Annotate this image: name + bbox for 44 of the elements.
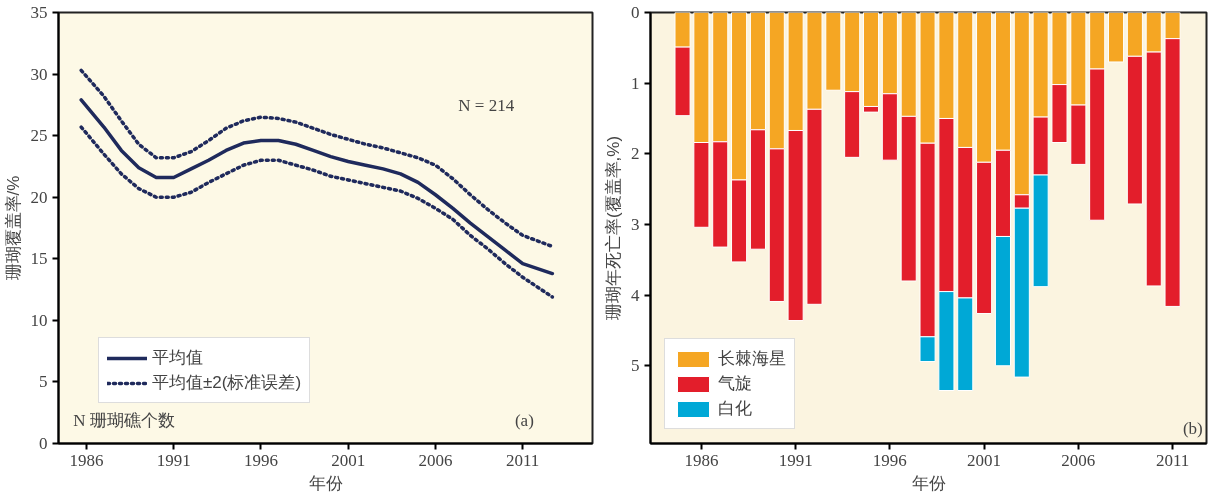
y-tick-label: 15: [30, 249, 48, 269]
y-tick-label: 0: [631, 3, 640, 22]
y-tick-label: 5: [39, 372, 48, 392]
y-tick-label: 20: [30, 187, 48, 207]
x-tick-label: 1991: [778, 450, 813, 470]
x-tick-label: 2001: [967, 450, 1002, 470]
y-tick-label: 35: [30, 3, 48, 22]
annotation: (a): [514, 411, 534, 431]
x-tick-label: 2001: [331, 450, 366, 470]
legend-label: 平均值±2(标准误差): [152, 372, 302, 394]
x-tick-label: 1996: [872, 450, 907, 470]
x-tick-label: 1996: [243, 450, 278, 470]
line-series: [79, 68, 555, 249]
line-series: [79, 125, 555, 299]
text: (b): [1182, 418, 1203, 438]
y-tick-label: 5: [631, 356, 640, 376]
bar: [825, 12, 842, 91]
y-tick-label: 2: [631, 144, 640, 164]
legend-label: 白化: [718, 398, 752, 420]
y-tick-label: 10: [30, 310, 48, 330]
x-axis-title: 年份: [308, 473, 343, 493]
y-tick-label: 3: [631, 214, 640, 234]
x-tick-label: 2006: [418, 450, 453, 470]
legend-label: 气旋: [718, 373, 752, 395]
bar: [1107, 12, 1125, 63]
y-tick-label: 4: [631, 285, 640, 305]
y-tick-label: 30: [30, 64, 48, 84]
x-tick-label: 2006: [1061, 450, 1096, 470]
y-tick-label: 25: [30, 126, 48, 146]
y-axis-title: 珊瑚年死亡率(覆盖率,%): [604, 135, 623, 321]
x-tick-label: 1986: [684, 450, 719, 470]
x-axis-title: 年份: [911, 473, 946, 493]
y-tick-label: 0: [39, 434, 48, 453]
annotation: N = 214: [458, 95, 515, 115]
x-tick-label: 2011: [506, 450, 540, 470]
y-axis-title: 珊瑚覆盖率/%: [3, 175, 23, 281]
legend-label: 长棘海星: [718, 348, 786, 370]
x-tick-label: 1986: [69, 450, 104, 470]
legend-label: 平均值: [152, 347, 203, 369]
x-tick-label: 2011: [1155, 450, 1190, 470]
y-tick-label: 1: [631, 73, 640, 93]
line-series: [79, 98, 555, 276]
x-tick-label: 1991: [156, 450, 191, 470]
annotation: N 珊瑚礁个数: [73, 411, 175, 431]
